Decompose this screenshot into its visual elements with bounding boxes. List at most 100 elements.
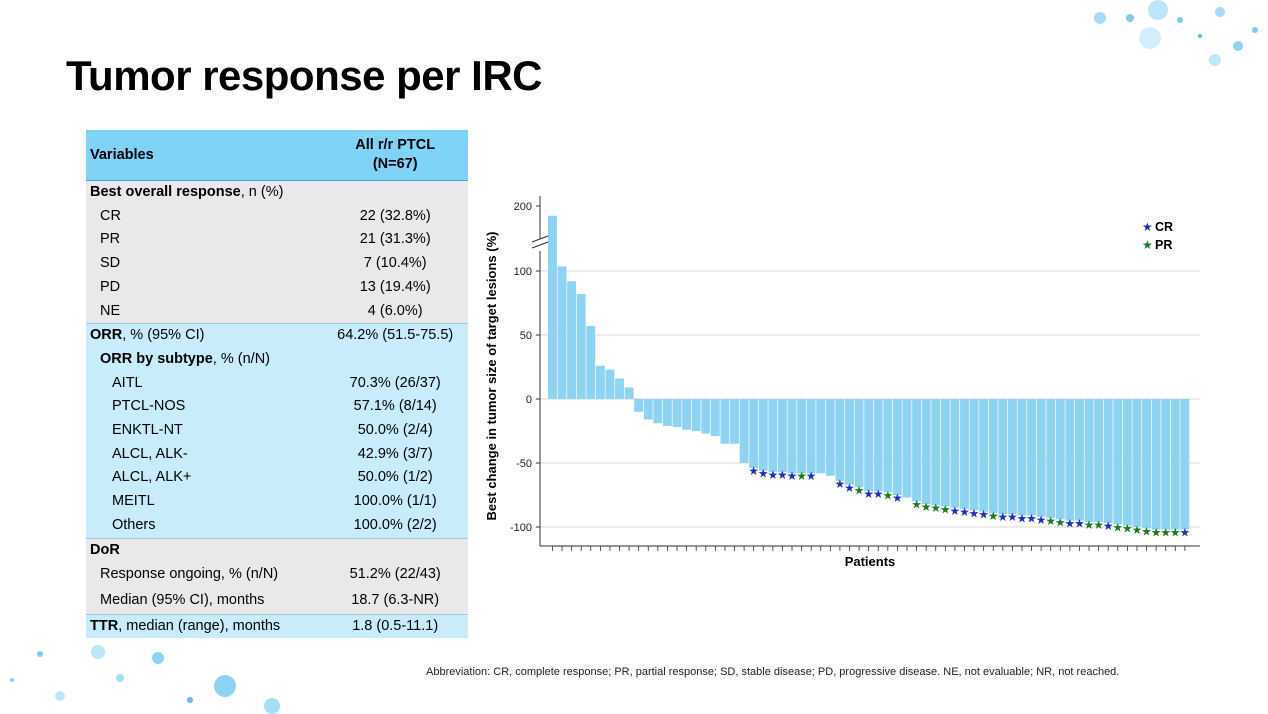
bar <box>902 399 912 498</box>
marker-star-cr: ★ <box>1007 510 1018 524</box>
section-label-rest: , % (95% CI) <box>122 327 205 344</box>
legend-label-cr: CR <box>1155 220 1173 234</box>
marker-star-pr: ★ <box>921 500 932 514</box>
table-row: AITL 70.3% (26/37) <box>86 371 468 396</box>
bar <box>1180 399 1190 530</box>
bar <box>768 399 778 472</box>
row-value: 21 (31.3%) <box>322 228 468 253</box>
y-tick-label: 200 <box>514 201 532 213</box>
row-label: Others <box>86 513 323 539</box>
bar <box>854 399 864 488</box>
bar <box>691 399 701 431</box>
decorative-bubbles-bottom-left <box>10 645 280 714</box>
marker-star-cr: ★ <box>1017 511 1028 525</box>
marker-star-pr: ★ <box>882 488 893 502</box>
legend-star-pr: ★ <box>1142 238 1153 252</box>
row-label: CR <box>86 204 323 229</box>
bar <box>615 378 624 399</box>
row-value: 4 (6.0%) <box>322 299 468 324</box>
bar <box>1017 399 1027 516</box>
marker-star-pr: ★ <box>988 509 999 523</box>
bar <box>1170 399 1180 530</box>
row-value: 57.1% (8/14) <box>322 395 468 420</box>
marker-star-cr: ★ <box>1074 517 1085 531</box>
marker-star-pr: ★ <box>854 483 865 497</box>
bar <box>720 399 730 444</box>
row-label: AITL <box>86 371 323 396</box>
bar <box>979 399 989 512</box>
marker-star-cr: ★ <box>969 506 980 520</box>
bar <box>1142 399 1151 529</box>
legend-label-pr: PR <box>1155 238 1172 252</box>
marker-star-pr: ★ <box>1170 526 1181 540</box>
bar <box>1046 399 1056 519</box>
bar <box>662 399 672 426</box>
table-row: PTCL-NOS 57.1% (8/14) <box>86 395 468 420</box>
bar <box>873 399 883 492</box>
marker-star-cr: ★ <box>950 504 961 518</box>
bar <box>634 399 644 412</box>
table-row: ALCL, ALK+ 50.0% (1/2) <box>86 466 468 491</box>
row-label: MEITL <box>86 490 323 514</box>
bar <box>548 215 557 399</box>
marker-star-pr: ★ <box>930 501 941 515</box>
bar <box>1161 399 1171 530</box>
header-line-1: All r/r PTCL <box>355 137 436 153</box>
row-label: PD <box>86 275 323 300</box>
row-value: 64.2% (51.5-75.5) <box>322 323 468 348</box>
table-row: Median (95% CI), months 18.7 (6.3-NR) <box>86 588 468 615</box>
bar <box>1007 399 1017 515</box>
bar <box>1122 399 1132 526</box>
marker-star-pr: ★ <box>1160 526 1171 540</box>
marker-star-pr: ★ <box>1141 524 1152 538</box>
bar <box>682 399 692 430</box>
row-label: PR <box>86 228 323 253</box>
table-row: Response ongoing, % (n/N) 51.2% (22/43) <box>86 562 468 589</box>
bar <box>576 294 586 399</box>
marker-star-cr: ★ <box>777 468 788 482</box>
bar <box>1113 399 1123 525</box>
row-value: 100.0% (1/1) <box>322 490 468 514</box>
bar <box>892 399 902 495</box>
header-variables: Variables <box>86 130 323 181</box>
row-label: Response ongoing, % (n/N) <box>86 562 323 589</box>
section-label-rest: , % (n/N) <box>212 350 270 367</box>
bar <box>557 266 567 399</box>
marker-star-cr: ★ <box>758 467 769 481</box>
section-label-rest: , median (range), months <box>118 617 281 634</box>
section-ttr: TTR, median (range), months 1.8 (0.5-11.… <box>86 613 468 639</box>
table-row: ENKTL-NT 50.0% (2/4) <box>86 419 468 443</box>
table-row: MEITL 100.0% (1/1) <box>86 490 468 514</box>
decorative-bubbles-top-right <box>1094 0 1258 66</box>
bar <box>787 399 797 474</box>
row-label: SD <box>86 252 323 276</box>
row-label: ENKTL-NT <box>86 419 323 443</box>
section-label-bold: ORR <box>90 327 123 344</box>
bar <box>797 399 807 474</box>
row-value: 70.3% (26/37) <box>322 371 468 396</box>
bar <box>1027 399 1037 516</box>
bar <box>1065 399 1075 521</box>
marker-star-cr: ★ <box>767 468 778 482</box>
row-value: 18.7 (6.3-NR) <box>322 588 468 615</box>
row-value: 50.0% (2/4) <box>322 419 468 443</box>
y-tick-label: -50 <box>516 458 532 470</box>
row-label: Median (95% CI), months <box>86 588 323 615</box>
marker-star-pr: ★ <box>1132 523 1143 537</box>
bar <box>643 399 653 420</box>
marker-star-cr: ★ <box>806 469 817 483</box>
y-tick-label: -100 <box>510 522 532 534</box>
bar <box>816 399 826 474</box>
section-orr: ORR, % (95% CI) 64.2% (51.5-75.5) <box>86 323 468 348</box>
legend-star-cr: ★ <box>1142 220 1153 234</box>
bar <box>988 399 998 513</box>
section-dor: DoR <box>86 537 468 563</box>
bar <box>701 399 711 434</box>
marker-star-cr: ★ <box>997 510 1008 524</box>
slide-title: Tumor response per IRC <box>66 52 542 99</box>
bar <box>567 281 577 399</box>
row-value: 100.0% (2/2) <box>322 513 468 539</box>
bar <box>653 399 663 424</box>
row-label: PTCL-NOS <box>86 395 323 420</box>
table-row: Others 100.0% (2/2) <box>86 513 468 539</box>
